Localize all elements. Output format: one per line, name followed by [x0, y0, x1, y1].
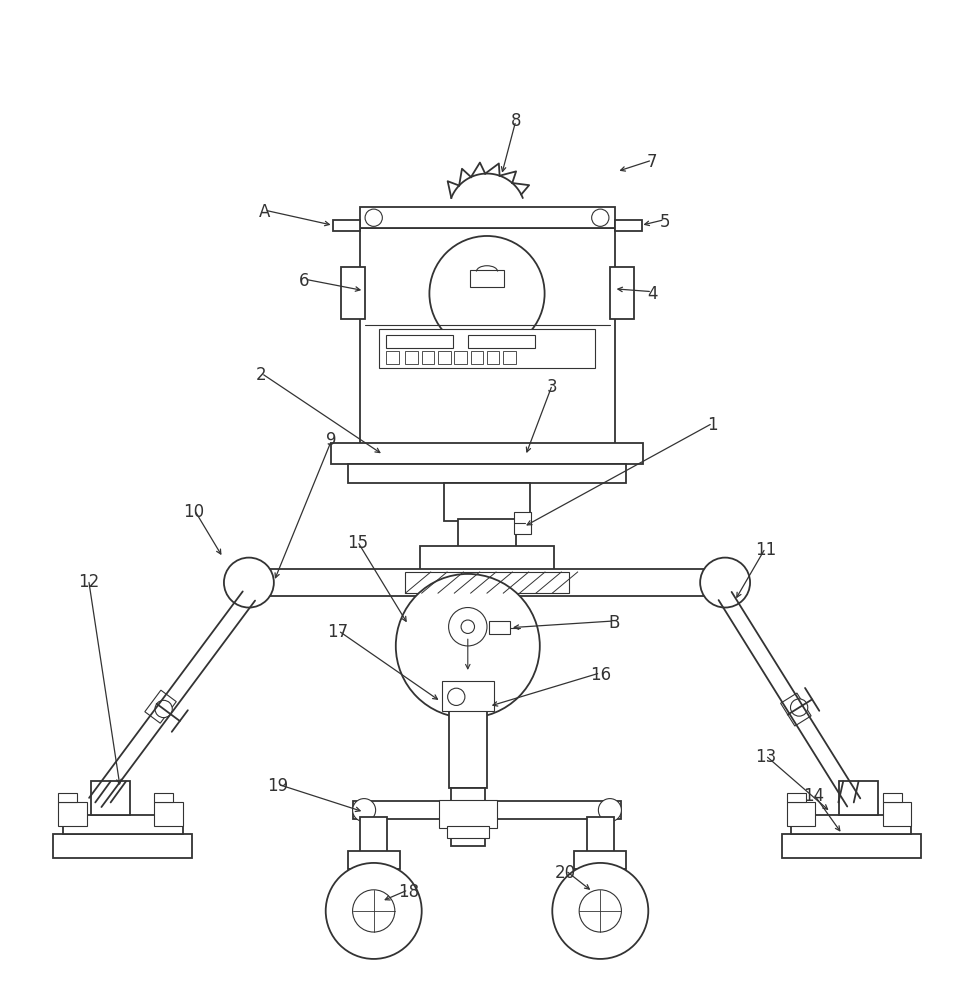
Bar: [360, 207, 615, 228]
Circle shape: [591, 209, 609, 226]
Circle shape: [598, 799, 621, 822]
Circle shape: [325, 863, 422, 959]
Polygon shape: [780, 693, 811, 726]
Circle shape: [365, 209, 383, 226]
Bar: [438, 351, 451, 364]
Text: 3: 3: [547, 378, 557, 396]
Bar: [882, 802, 912, 826]
Circle shape: [155, 700, 172, 718]
Circle shape: [224, 558, 274, 608]
Bar: [514, 512, 531, 534]
Text: 10: 10: [184, 503, 205, 521]
Bar: [782, 834, 921, 858]
Bar: [444, 483, 530, 521]
Text: 11: 11: [755, 541, 776, 559]
Circle shape: [552, 863, 649, 959]
Text: 20: 20: [555, 864, 577, 882]
Bar: [439, 800, 497, 828]
Bar: [468, 335, 535, 348]
Text: 12: 12: [78, 573, 99, 591]
Bar: [57, 802, 87, 826]
Bar: [57, 793, 77, 802]
Text: 1: 1: [707, 416, 718, 434]
Text: 7: 7: [647, 153, 657, 171]
Text: 5: 5: [659, 213, 670, 231]
Text: 15: 15: [347, 534, 368, 552]
Bar: [348, 851, 399, 869]
Bar: [154, 802, 183, 826]
Bar: [451, 788, 485, 846]
Bar: [360, 817, 387, 855]
Bar: [840, 781, 878, 815]
Circle shape: [580, 890, 621, 932]
Bar: [53, 834, 192, 858]
Text: 14: 14: [803, 787, 824, 805]
Bar: [386, 351, 398, 364]
Circle shape: [449, 608, 487, 646]
Polygon shape: [145, 690, 176, 723]
Circle shape: [353, 890, 394, 932]
Bar: [489, 621, 510, 634]
Bar: [238, 569, 736, 596]
Circle shape: [395, 574, 540, 718]
Bar: [487, 351, 500, 364]
Bar: [154, 793, 173, 802]
Bar: [380, 329, 594, 368]
Bar: [504, 351, 516, 364]
Bar: [405, 572, 569, 593]
Circle shape: [353, 799, 376, 822]
Bar: [420, 546, 554, 575]
Circle shape: [791, 699, 807, 716]
Bar: [62, 815, 183, 834]
Bar: [360, 228, 615, 444]
Text: 16: 16: [589, 666, 611, 684]
Circle shape: [430, 236, 544, 351]
Bar: [615, 220, 642, 231]
Bar: [331, 443, 644, 464]
Bar: [333, 220, 360, 231]
Bar: [92, 781, 130, 815]
Bar: [405, 351, 418, 364]
Bar: [422, 351, 434, 364]
Bar: [787, 802, 815, 826]
Text: 19: 19: [267, 777, 288, 795]
Text: 8: 8: [510, 112, 521, 130]
Bar: [454, 351, 467, 364]
Bar: [791, 815, 912, 834]
Bar: [575, 851, 626, 869]
Text: B: B: [608, 614, 619, 632]
Bar: [469, 270, 505, 287]
Bar: [587, 817, 614, 855]
Bar: [470, 351, 483, 364]
Circle shape: [448, 688, 465, 705]
Text: 4: 4: [647, 285, 657, 303]
Text: 2: 2: [256, 366, 267, 384]
Bar: [458, 519, 516, 548]
Text: 17: 17: [327, 623, 349, 641]
Text: 6: 6: [299, 272, 310, 290]
Bar: [447, 826, 489, 838]
Text: 18: 18: [397, 883, 419, 901]
Text: 13: 13: [755, 748, 776, 766]
Bar: [341, 267, 365, 319]
Bar: [386, 335, 453, 348]
Bar: [449, 692, 487, 788]
Bar: [882, 793, 902, 802]
Text: A: A: [258, 203, 270, 221]
Bar: [610, 267, 634, 319]
Bar: [787, 793, 805, 802]
Text: 9: 9: [326, 431, 337, 449]
Bar: [348, 464, 626, 483]
Circle shape: [700, 558, 750, 608]
Bar: [353, 801, 621, 819]
Bar: [442, 681, 494, 711]
Circle shape: [461, 620, 474, 633]
Bar: [449, 596, 487, 692]
